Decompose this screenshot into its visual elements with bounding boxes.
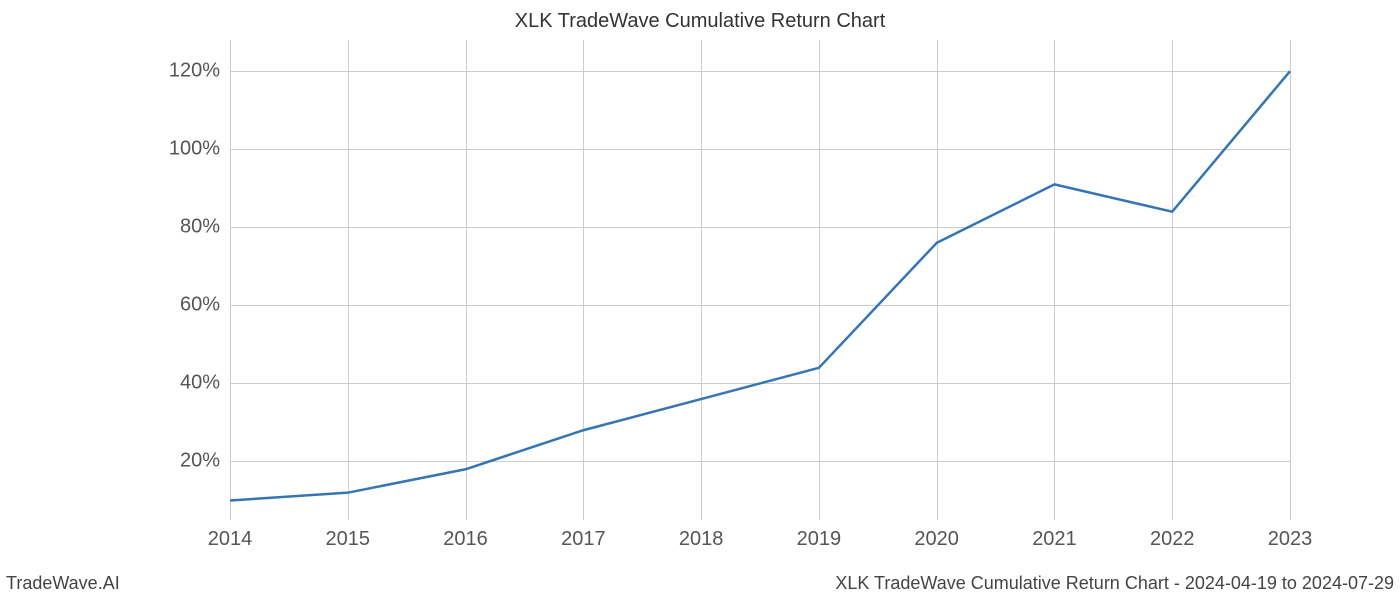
y-axis-tick-label: 60% — [160, 294, 220, 317]
grid-line-vertical — [1290, 40, 1291, 520]
y-axis-tick-label: 40% — [160, 372, 220, 395]
y-axis-tick-label: 100% — [160, 138, 220, 161]
line-series-svg — [230, 40, 1290, 520]
x-axis-tick-label: 2022 — [1150, 528, 1195, 551]
y-axis-tick-label: 20% — [160, 450, 220, 473]
x-axis-tick-label: 2016 — [443, 528, 488, 551]
x-axis-tick-label: 2021 — [1032, 528, 1077, 551]
x-axis-tick-label: 2014 — [208, 528, 253, 551]
y-axis-tick-label: 80% — [160, 216, 220, 239]
x-axis-tick-label: 2023 — [1268, 528, 1313, 551]
footer-right-caption: XLK TradeWave Cumulative Return Chart - … — [835, 573, 1394, 594]
x-axis-tick-label: 2020 — [914, 528, 959, 551]
chart-title: XLK TradeWave Cumulative Return Chart — [0, 10, 1400, 33]
y-axis-tick-label: 120% — [160, 60, 220, 83]
x-axis-tick-label: 2018 — [679, 528, 724, 551]
x-axis-tick-label: 2017 — [561, 528, 606, 551]
x-axis-tick-label: 2019 — [797, 528, 842, 551]
footer-left-branding: TradeWave.AI — [6, 573, 120, 594]
chart-plot-area — [230, 40, 1290, 520]
line-series-cumulative-return — [230, 71, 1290, 500]
x-axis-tick-label: 2015 — [326, 528, 371, 551]
